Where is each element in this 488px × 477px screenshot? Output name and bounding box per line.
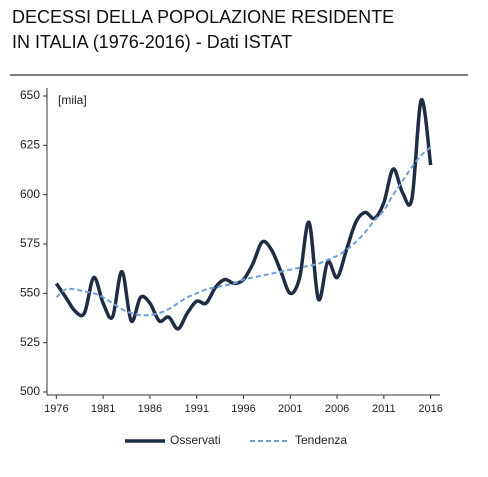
- line-series: [55, 146, 432, 317]
- y-tick-label: 600: [20, 187, 40, 201]
- x-tick-label: 1976: [44, 403, 68, 415]
- y-tick-label: 525: [20, 335, 40, 349]
- x-tick-label: 1986: [138, 403, 162, 415]
- x-tick-label: 2016: [418, 403, 442, 415]
- line-series: [54, 98, 433, 331]
- chart-title: IN ITALIA (1976-2016) - Dati ISTAT: [12, 32, 292, 52]
- legend-label: Tendenza: [295, 433, 347, 447]
- x-tick-label: 1981: [91, 403, 115, 415]
- y-tick-label: 550: [20, 286, 40, 300]
- y-tick-label: 500: [20, 384, 40, 398]
- x-tick-label: 1996: [231, 403, 255, 415]
- y-tick-label: 650: [20, 88, 40, 102]
- chart-title: DECESSI DELLA POPOLAZIONE RESIDENTE: [12, 7, 394, 27]
- y-unit-label: [mila]: [58, 93, 87, 107]
- x-tick-label: 2001: [278, 403, 302, 415]
- y-tick-label: 625: [20, 138, 40, 152]
- x-tick-label: 1991: [184, 403, 208, 415]
- y-tick-label: 575: [20, 236, 40, 250]
- x-tick-label: 2006: [325, 403, 349, 415]
- legend-label: Osservati: [170, 433, 221, 447]
- x-tick-label: 2011: [372, 403, 396, 415]
